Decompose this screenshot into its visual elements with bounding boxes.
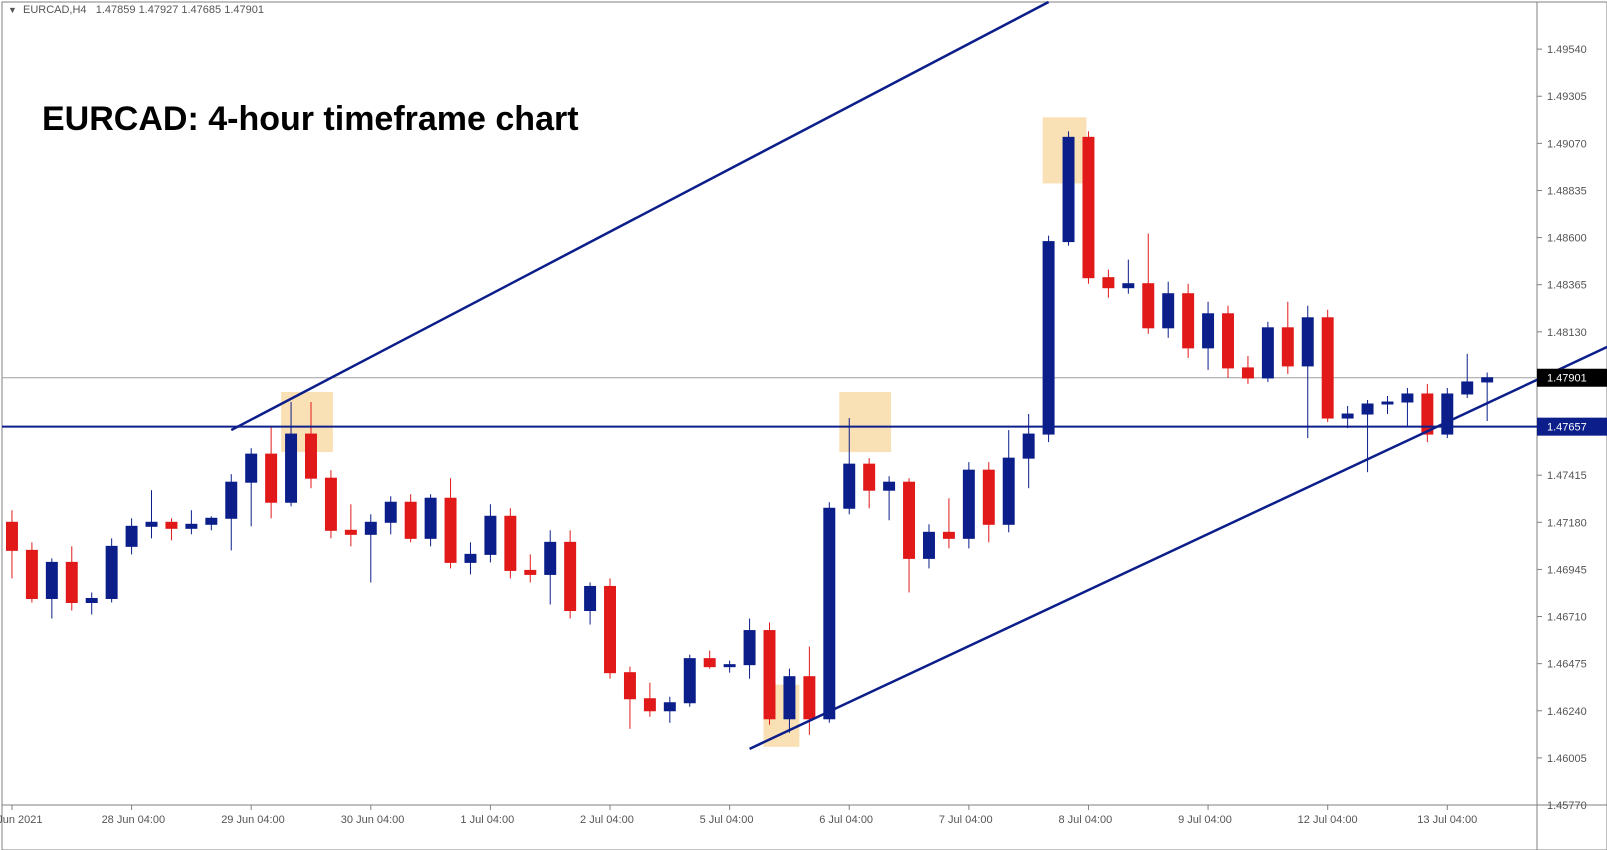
svg-text:1.46475: 1.46475 [1547,659,1587,671]
svg-text:1.47415: 1.47415 [1547,470,1587,482]
svg-text:1.49305: 1.49305 [1547,91,1587,103]
svg-text:28 Jun 04:00: 28 Jun 04:00 [102,814,166,826]
svg-text:1.49070: 1.49070 [1547,138,1587,150]
chart-container: ▼ EURCAD,H4 1.47859 1.47927 1.47685 1.47… [0,0,1607,850]
svg-text:13 Jul 04:00: 13 Jul 04:00 [1417,814,1477,826]
svg-text:5 Jul 04:00: 5 Jul 04:00 [700,814,754,826]
svg-text:1.46240: 1.46240 [1547,706,1587,718]
svg-text:1.49540: 1.49540 [1547,44,1587,56]
svg-text:1.46945: 1.46945 [1547,564,1587,576]
svg-text:1.47657: 1.47657 [1547,422,1587,434]
svg-text:25 Jun 2021: 25 Jun 2021 [0,814,43,826]
svg-text:1.45770: 1.45770 [1547,800,1587,812]
svg-text:7 Jul 04:00: 7 Jul 04:00 [939,814,993,826]
svg-text:1.46005: 1.46005 [1547,753,1587,765]
svg-text:1.47901: 1.47901 [1547,373,1587,385]
svg-text:29 Jun 04:00: 29 Jun 04:00 [221,814,285,826]
svg-text:6 Jul 04:00: 6 Jul 04:00 [819,814,873,826]
svg-text:2 Jul 04:00: 2 Jul 04:00 [580,814,634,826]
svg-text:30 Jun 04:00: 30 Jun 04:00 [341,814,405,826]
svg-text:1.48600: 1.48600 [1547,233,1587,245]
svg-text:1 Jul 04:00: 1 Jul 04:00 [460,814,514,826]
svg-text:1.48130: 1.48130 [1547,327,1587,339]
svg-text:12 Jul 04:00: 12 Jul 04:00 [1298,814,1358,826]
svg-text:1.48835: 1.48835 [1547,185,1587,197]
svg-text:1.48365: 1.48365 [1547,280,1587,292]
svg-text:9 Jul 04:00: 9 Jul 04:00 [1178,814,1232,826]
svg-text:8 Jul 04:00: 8 Jul 04:00 [1058,814,1112,826]
svg-text:1.47180: 1.47180 [1547,517,1587,529]
svg-text:1.46710: 1.46710 [1547,612,1587,624]
candlestick-chart[interactable]: 1.45770 1.46005 1.46240 1.46475 1.46710 1.469… [0,0,1607,850]
